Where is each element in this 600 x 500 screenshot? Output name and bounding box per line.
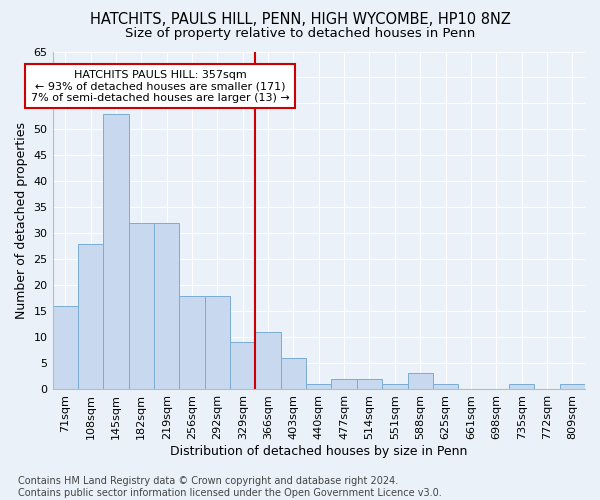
Bar bbox=[205, 296, 230, 389]
Bar bbox=[382, 384, 407, 389]
Text: HATCHITS PAULS HILL: 357sqm
← 93% of detached houses are smaller (171)
7% of sem: HATCHITS PAULS HILL: 357sqm ← 93% of det… bbox=[31, 70, 290, 103]
X-axis label: Distribution of detached houses by size in Penn: Distribution of detached houses by size … bbox=[170, 444, 467, 458]
Bar bbox=[128, 223, 154, 389]
Bar bbox=[154, 223, 179, 389]
Bar bbox=[306, 384, 331, 389]
Bar bbox=[78, 244, 103, 389]
Bar bbox=[509, 384, 534, 389]
Bar bbox=[179, 296, 205, 389]
Text: Size of property relative to detached houses in Penn: Size of property relative to detached ho… bbox=[125, 28, 475, 40]
Bar bbox=[103, 114, 128, 389]
Bar bbox=[560, 384, 585, 389]
Bar bbox=[407, 374, 433, 389]
Bar bbox=[53, 306, 78, 389]
Bar bbox=[281, 358, 306, 389]
Bar bbox=[357, 378, 382, 389]
Bar bbox=[230, 342, 256, 389]
Bar bbox=[256, 332, 281, 389]
Bar bbox=[331, 378, 357, 389]
Y-axis label: Number of detached properties: Number of detached properties bbox=[15, 122, 28, 318]
Bar bbox=[433, 384, 458, 389]
Text: HATCHITS, PAULS HILL, PENN, HIGH WYCOMBE, HP10 8NZ: HATCHITS, PAULS HILL, PENN, HIGH WYCOMBE… bbox=[89, 12, 511, 28]
Text: Contains HM Land Registry data © Crown copyright and database right 2024.
Contai: Contains HM Land Registry data © Crown c… bbox=[18, 476, 442, 498]
